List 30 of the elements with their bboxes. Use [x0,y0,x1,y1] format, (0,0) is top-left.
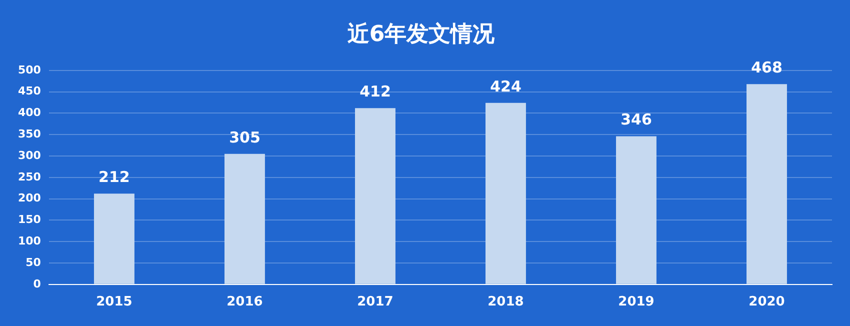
x-tick-label: 2019 [618,294,654,310]
bar [355,108,396,284]
bar [746,84,787,284]
bar [616,136,656,284]
y-tick-label: 400 [18,106,42,120]
chart-title: 近6年发文情况 [346,20,496,47]
y-tick-label: 50 [26,256,42,269]
x-tick-label: 2015 [96,294,132,310]
data-label: 468 [751,58,782,76]
y-tick-label: 500 [18,63,42,76]
data-label: 212 [98,168,130,186]
y-tick-label: 450 [18,84,42,98]
y-tick-label: 150 [18,213,42,226]
data-label: 305 [229,128,260,146]
data-label: 412 [360,82,391,100]
y-tick-label: 300 [18,148,42,162]
x-tick-label: 2018 [488,294,524,310]
y-tick-label: 0 [33,277,42,290]
y-tick-label: 250 [18,170,42,184]
data-label: 346 [620,110,652,129]
y-tick-label: 350 [18,127,42,140]
y-tick-label: 200 [18,192,42,205]
data-label: 424 [490,77,522,96]
bar [224,154,265,284]
y-tick-label: 100 [18,234,42,248]
x-tick-label: 2016 [226,294,263,310]
x-tick-label: 2017 [357,294,394,310]
bar [94,194,134,284]
x-tick-label: 2020 [748,294,785,310]
bar [486,102,526,284]
